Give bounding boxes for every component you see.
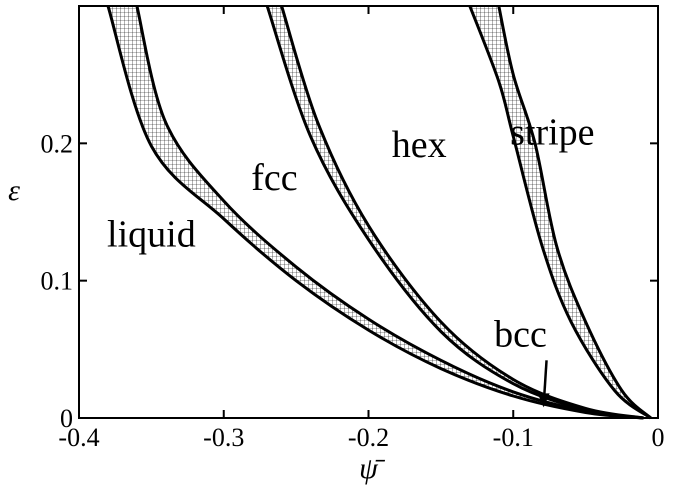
y-tick-label: 0.2 bbox=[41, 129, 74, 158]
coexistence-bands bbox=[108, 6, 651, 418]
coexistence-band-1 bbox=[267, 6, 644, 418]
x-axis-label: ψ̄ bbox=[359, 452, 386, 485]
region-label-fcc: fcc bbox=[251, 157, 297, 199]
y-axis-ticks: 0 0.1 0.2 bbox=[41, 129, 658, 433]
region-labels: liquid fcc hex stripe bcc bbox=[107, 112, 595, 356]
bcc-arrow bbox=[537, 360, 550, 408]
boundary-curve-2-left bbox=[468, 5, 652, 420]
boundary-curve-0-left bbox=[106, 5, 644, 420]
y-axis-label: ε bbox=[8, 174, 20, 207]
x-tick-label: -0.1 bbox=[493, 423, 534, 452]
x-tick-label: -0.4 bbox=[58, 423, 99, 452]
y-tick-label: 0.1 bbox=[41, 267, 74, 296]
region-label-hex: hex bbox=[392, 124, 447, 166]
x-tick-label: -0.2 bbox=[348, 423, 389, 452]
arrow-head bbox=[537, 393, 550, 408]
phase-boundary-curves bbox=[106, 5, 652, 420]
boundary-curve-1-right bbox=[280, 5, 644, 420]
x-tick-label: 0 bbox=[652, 423, 665, 452]
x-tick-label: -0.3 bbox=[203, 423, 244, 452]
y-tick-label: 0 bbox=[60, 404, 73, 433]
x-axis-ticks: -0.4 -0.3 -0.2 -0.1 0 bbox=[58, 6, 665, 452]
region-label-bcc: bcc bbox=[494, 314, 547, 356]
coexistence-band-0 bbox=[108, 6, 644, 418]
boundary-curve-0-right bbox=[135, 5, 644, 420]
coexistence-band-2 bbox=[469, 6, 651, 418]
boundary-curve-2-right bbox=[497, 5, 652, 420]
region-label-stripe: stripe bbox=[510, 112, 594, 154]
boundary-curve-1-left bbox=[265, 5, 644, 420]
plot-frame bbox=[78, 5, 659, 419]
region-label-liquid: liquid bbox=[107, 213, 196, 255]
